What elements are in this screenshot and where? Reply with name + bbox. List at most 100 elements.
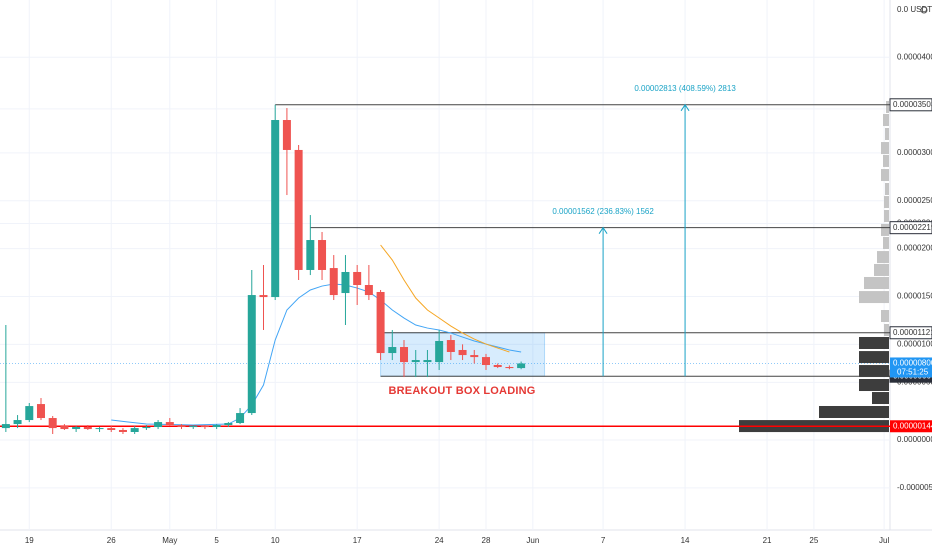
candle-body <box>318 240 327 270</box>
volume-profile-bar <box>886 100 889 113</box>
x-tick-label: 7 <box>601 536 606 545</box>
volume-profile-bar <box>881 310 889 323</box>
volume-profile-bar <box>859 379 889 392</box>
x-tick-label: 14 <box>681 536 690 545</box>
last-price-box <box>890 357 932 378</box>
y-tick-label: 0.00000000 <box>897 435 932 444</box>
y-tick-label: -0.00000500 <box>897 483 932 492</box>
x-tick-label: 28 <box>482 536 491 545</box>
volume-profile-bar <box>883 236 889 249</box>
measure-label: 0.00002813 (408.59%) 2813 <box>634 84 736 93</box>
volume-profile-bar <box>859 365 889 378</box>
x-tick-label: 5 <box>214 536 219 545</box>
volume-profile-bar <box>883 114 889 127</box>
volume-profile-bar <box>883 154 889 167</box>
candle-body <box>493 365 502 368</box>
candle-body <box>177 425 186 428</box>
countdown-label: 07:51:25 <box>897 368 929 377</box>
candle-body <box>481 357 490 366</box>
volume-profile-bar <box>859 336 889 349</box>
arrow-head <box>598 226 608 234</box>
candle-body <box>118 429 127 433</box>
candle-body <box>353 271 362 286</box>
y-tick-label: 0.00001500 <box>897 292 932 301</box>
last-price-label: 0.00000800 <box>893 359 932 368</box>
candle-body <box>411 360 420 363</box>
volume-profile-bar <box>819 405 889 418</box>
settings-icon[interactable] <box>920 6 928 14</box>
level-label-box <box>889 221 932 235</box>
candle-body <box>400 347 409 363</box>
level-label-box <box>889 326 932 340</box>
candle-body <box>189 426 198 428</box>
candle-body <box>48 418 57 429</box>
candle-body <box>306 240 315 270</box>
candle-body <box>505 367 514 369</box>
candle-body <box>107 428 116 430</box>
candle-body <box>435 340 444 363</box>
y-tick-label: 0.00001000 <box>897 339 932 348</box>
y-tick-label: 0.00003000 <box>897 148 932 157</box>
candle-body <box>154 422 163 428</box>
volume-profile-bar <box>877 251 889 264</box>
volume-profile-bar <box>884 323 889 336</box>
candle-body <box>329 268 338 296</box>
volume-profile-bar <box>859 351 889 364</box>
y-tick-label: 0.00004000 <box>897 52 932 61</box>
volume-profile-bar <box>859 291 889 304</box>
candle-body <box>165 422 174 426</box>
volume-profile-bar <box>881 169 889 182</box>
support-label-box <box>890 420 932 433</box>
volume-profile-bar <box>864 276 889 289</box>
x-tick-label: 17 <box>353 536 362 545</box>
candle-body <box>212 425 221 428</box>
candle-body <box>130 428 139 433</box>
level-label-box <box>889 98 932 112</box>
candle-body <box>259 295 268 298</box>
candle-body <box>388 347 397 354</box>
candle-body <box>470 355 479 358</box>
volume-profile-bar <box>874 263 889 276</box>
volume-profile-bar <box>872 392 889 405</box>
y-tick-label: 0.00002500 <box>897 196 932 205</box>
x-tick-label: 10 <box>271 536 280 545</box>
candle-body <box>247 295 256 414</box>
candle-body <box>423 360 432 363</box>
x-tick-label: Jun <box>526 536 539 545</box>
candle-body <box>517 363 526 369</box>
x-tick-label: 25 <box>809 536 818 545</box>
x-tick-label: 21 <box>763 536 772 545</box>
level-label: 0.00003503 <box>893 100 932 109</box>
volume-profile-bar <box>885 183 889 196</box>
x-tick-label: 26 <box>107 536 116 545</box>
candle-body <box>236 413 245 424</box>
x-tick-label: May <box>162 536 177 545</box>
measure-label: 0.00001562 (236.83%) 1562 <box>552 207 654 216</box>
candle-body <box>282 120 291 150</box>
candle-body <box>446 340 455 352</box>
candle-body <box>25 406 34 421</box>
candle-body <box>60 426 69 430</box>
moving-average <box>380 244 510 353</box>
candle-body <box>142 427 151 429</box>
volume-profile-bar <box>884 210 889 223</box>
candle-body <box>271 120 280 298</box>
candle-body <box>224 423 233 426</box>
candle-body <box>72 427 81 430</box>
volume-profile-bar <box>881 142 889 155</box>
volume-profile-bar <box>881 223 889 236</box>
level-label: 0.00001121 <box>893 328 932 337</box>
candle-body <box>95 428 104 430</box>
x-tick-label: Jul <box>879 536 889 545</box>
candle-body <box>36 404 45 419</box>
candle-body <box>294 149 303 270</box>
x-tick-label: 19 <box>25 536 34 545</box>
level-label: 0.00002219 <box>893 223 932 232</box>
y-tick-label: 0.00002000 <box>897 244 932 253</box>
x-tick-label: 24 <box>435 536 444 545</box>
candle-body <box>13 420 22 425</box>
candle-body <box>200 426 209 428</box>
volume-profile-bar <box>885 127 889 140</box>
